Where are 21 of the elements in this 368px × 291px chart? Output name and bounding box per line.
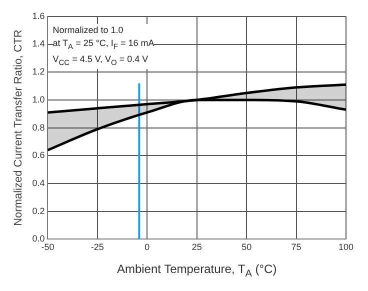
y-tick-label: 0.8: [32, 122, 45, 132]
y-tick-label: 1.2: [32, 66, 45, 77]
y-tick-label: 1.0: [32, 94, 45, 104]
x-tick-label: 75: [291, 242, 302, 252]
y-tick-label: 0.4: [32, 178, 45, 188]
y-tick-label: 1.4: [32, 38, 45, 49]
x-tick-label: -50: [41, 242, 54, 252]
x-tick-label: 25: [192, 242, 202, 252]
y-tick-label: 1.6: [32, 10, 45, 21]
y-tick-label: 0.0: [32, 234, 45, 244]
y-axis-title: Normalized Current Transfer Ratio, CTR: [12, 30, 25, 226]
x-tick-label: -25: [90, 242, 104, 252]
x-tick-label: 100: [338, 242, 354, 252]
y-tick-label: 0.2: [32, 206, 45, 216]
x-tick-label: 0: [144, 242, 150, 252]
annotation: at T$_{A}$ = 25 °C, I$_{F}$ = 16 mA: [52, 37, 154, 54]
x-tick-label: 50: [242, 242, 252, 252]
y-tick-label: 0.6: [32, 150, 45, 160]
x-axis-title: Ambient Temperature, T$_{A}$ (°C): [116, 262, 278, 280]
annotation: Normalized to 1.0: [52, 24, 124, 38]
annotation: V$_{CC}$ = 4.5 V, V$_{O}$ = 0.4 V: [52, 53, 150, 69]
